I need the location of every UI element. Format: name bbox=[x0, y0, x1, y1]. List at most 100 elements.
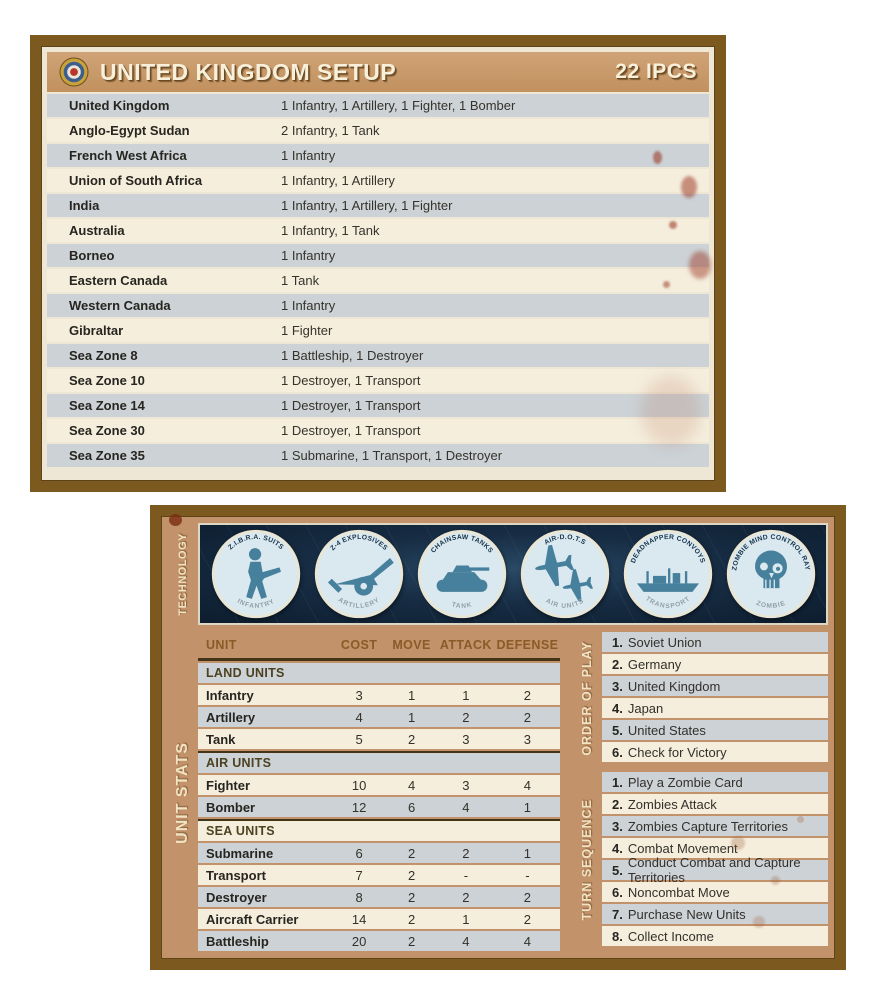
territory-units: 1 Destroyer, 1 Transport bbox=[281, 373, 421, 388]
cell-move: 1 bbox=[407, 709, 416, 725]
step-text: Soviet Union bbox=[627, 634, 702, 650]
side-panels: ORDER OF PLAY 1. Soviet Union 2. Germany 3. U… bbox=[572, 632, 828, 953]
page-title: UNITED KINGDOM SETUP bbox=[100, 58, 397, 85]
cell-unit: Transport bbox=[206, 867, 266, 883]
cell-attack: 4 bbox=[462, 799, 470, 815]
territory-name: United Kingdom bbox=[69, 98, 170, 113]
setup-rows: United Kingdom 1 Infantry, 1 Artillery, 1… bbox=[47, 94, 709, 467]
step-number: 1. bbox=[612, 774, 623, 790]
panel-row: 5. Conduct Combat and Capture Territories bbox=[602, 855, 828, 885]
cell-cost: 20 bbox=[351, 933, 367, 949]
territory-units: 1 Infantry bbox=[281, 298, 336, 313]
cell-defense: 2 bbox=[523, 709, 531, 725]
cargo-ship-icon bbox=[636, 568, 699, 592]
territory-name: Sea Zone 14 bbox=[69, 398, 145, 413]
panel-row: 4. Combat Movement bbox=[602, 838, 828, 858]
cell-attack: 1 bbox=[462, 911, 470, 927]
territory-units: 1 Infantry, 1 Artillery, 1 Fighter bbox=[281, 198, 453, 213]
step-text: Combat Movement bbox=[627, 840, 738, 856]
step-number: 5. bbox=[612, 862, 623, 878]
territory-units: 1 Infantry, 1 Artillery, 1 Fighter, 1 Bo… bbox=[281, 98, 516, 113]
step-text: Noncombat Move bbox=[627, 884, 730, 900]
step-text: United States bbox=[627, 722, 706, 738]
step-number: 4. bbox=[612, 700, 623, 716]
step-number: 5. bbox=[612, 722, 623, 738]
setup-row: Sea Zone 8 1 Battleship, 1 Destroyer bbox=[47, 344, 709, 367]
territory-units: 1 Fighter bbox=[281, 323, 333, 338]
step-number: 2. bbox=[612, 656, 623, 672]
setup-row: Gibraltar 1 Fighter bbox=[47, 319, 709, 342]
unit-section-header: AIR UNITS bbox=[198, 751, 560, 773]
col-attack: ATTACK bbox=[439, 638, 492, 652]
step-text: Play a Zombie Card bbox=[627, 774, 743, 790]
setup-row: Anglo-Egypt Sudan 2 Infantry, 1 Tank bbox=[47, 119, 709, 142]
uk-setup-card: UNITED KINGDOM SETUP 22 IPCS United King… bbox=[30, 35, 726, 492]
unit-stats-section: UNIT STATS UNIT COST MOVE ATTACK DEFENSE… bbox=[168, 632, 560, 953]
unit-stats-row: Submarine 6 2 2 1 bbox=[198, 843, 560, 863]
technology-band: Z.I.B.R.A. SUITS INFANTRY Z-4 EXPLOSIVES AR… bbox=[198, 523, 828, 625]
cell-unit: Aircraft Carrier bbox=[206, 911, 299, 927]
panel-row: 8. Collect Income bbox=[602, 926, 828, 946]
turn-sequence-label: TURN SEQUENCE bbox=[580, 799, 594, 921]
territory-name: French West Africa bbox=[69, 148, 187, 163]
svg-text:TANK: TANK bbox=[450, 601, 472, 610]
cell-move: 2 bbox=[407, 731, 416, 747]
panel-row: 6. Check for Victory bbox=[602, 742, 828, 762]
cell-attack: 2 bbox=[462, 889, 470, 905]
turn-sequence-panel: TURN SEQUENCE 1. Play a Zombie Card 2. Zomb… bbox=[572, 772, 828, 948]
territory-name: Sea Zone 10 bbox=[69, 373, 145, 388]
cell-move: 4 bbox=[407, 777, 416, 793]
territory-name: Sea Zone 30 bbox=[69, 423, 145, 438]
cell-defense: 4 bbox=[523, 933, 531, 949]
cell-cost: 14 bbox=[351, 911, 367, 927]
cell-defense: 3 bbox=[523, 731, 531, 747]
zombie-skull-icon bbox=[754, 550, 787, 589]
panel-row: 2. Zombies Attack bbox=[602, 794, 828, 814]
territory-units: 1 Infantry, 1 Tank bbox=[281, 223, 380, 238]
setup-row: Sea Zone 14 1 Destroyer, 1 Transport bbox=[47, 394, 709, 417]
cell-move: 2 bbox=[407, 933, 416, 949]
cell-attack: 1 bbox=[462, 687, 470, 703]
unit-stats-row: Tank 5 2 3 3 bbox=[198, 729, 560, 749]
cell-defense: - bbox=[525, 867, 530, 883]
cell-move: 2 bbox=[407, 867, 416, 883]
step-text: Check for Victory bbox=[627, 744, 727, 760]
ipcs-value: 22 IPCS bbox=[615, 60, 697, 83]
unit-section-header: LAND UNITS bbox=[198, 663, 560, 683]
cell-attack: 4 bbox=[462, 933, 470, 949]
tech-item: CHAINSAW TANKS TANK bbox=[415, 527, 509, 621]
panel-row: 3. United Kingdom bbox=[602, 676, 828, 696]
territory-name: Anglo-Egypt Sudan bbox=[69, 123, 190, 138]
territory-name: Eastern Canada bbox=[69, 273, 168, 288]
cell-move: 1 bbox=[407, 687, 416, 703]
panel-row: 6. Noncombat Move bbox=[602, 882, 828, 902]
territory-units: 1 Infantry bbox=[281, 248, 336, 263]
cell-cost: 4 bbox=[355, 709, 363, 725]
step-number: 3. bbox=[612, 678, 623, 694]
cell-cost: 7 bbox=[355, 867, 363, 883]
cell-attack: 3 bbox=[462, 777, 470, 793]
cell-defense: 2 bbox=[523, 889, 531, 905]
step-text: Germany bbox=[627, 656, 682, 672]
unit-stats-header-row: UNIT COST MOVE ATTACK DEFENSE bbox=[198, 632, 560, 661]
cell-cost: 8 bbox=[355, 889, 363, 905]
panel-row: 3. Zombies Capture Territories bbox=[602, 816, 828, 836]
setup-row: Sea Zone 10 1 Destroyer, 1 Transport bbox=[47, 369, 709, 392]
cell-defense: 1 bbox=[523, 845, 531, 861]
cell-attack: - bbox=[463, 867, 469, 883]
setup-row: Western Canada 1 Infantry bbox=[47, 294, 709, 317]
unit-stats-body: LAND UNITS Infantry 3 1 1 2 Artillery 4 1 2 2 Tank 5… bbox=[198, 663, 560, 951]
col-cost: COST bbox=[340, 638, 378, 652]
cell-cost: 5 bbox=[355, 731, 363, 747]
step-number: 4. bbox=[612, 840, 623, 856]
setup-row: United Kingdom 1 Infantry, 1 Artillery, 1… bbox=[47, 94, 709, 117]
setup-row: Sea Zone 35 1 Submarine, 1 Transport, 1 D… bbox=[47, 444, 709, 467]
step-text: Collect Income bbox=[627, 928, 714, 944]
step-text: Zombies Capture Territories bbox=[627, 818, 788, 834]
territory-units: 1 Infantry bbox=[281, 148, 336, 163]
tech-item: ZOMBIE MIND CONTROL RAY ZOMBIE bbox=[724, 527, 818, 621]
unit-stats-row: Artillery 4 1 2 2 bbox=[198, 707, 560, 727]
cell-unit: Destroyer bbox=[206, 889, 267, 905]
order-of-play-panel: ORDER OF PLAY 1. Soviet Union 2. Germany 3. U… bbox=[572, 632, 828, 764]
